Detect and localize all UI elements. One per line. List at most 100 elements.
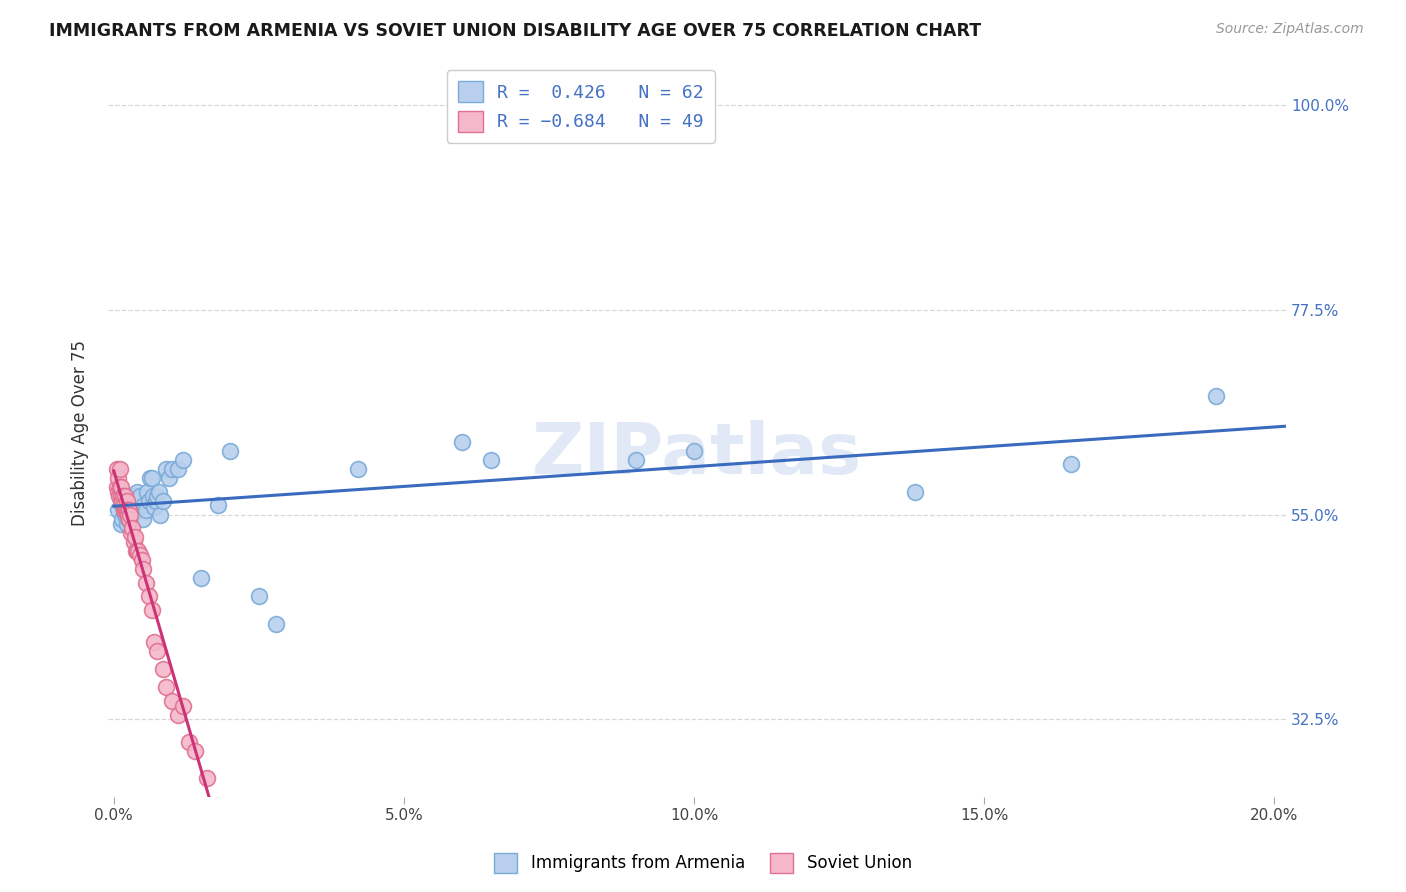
Point — [121, 503, 143, 517]
Point — [129, 489, 152, 503]
Point — [264, 616, 287, 631]
Legend: Immigrants from Armenia, Soviet Union: Immigrants from Armenia, Soviet Union — [488, 847, 918, 880]
Point — [138, 494, 160, 508]
Point — [132, 512, 155, 526]
Point — [184, 744, 207, 758]
Point — [683, 443, 706, 458]
Point — [141, 603, 163, 617]
Point — [108, 462, 131, 476]
Point — [127, 494, 149, 508]
Point — [117, 499, 139, 513]
Point — [903, 484, 925, 499]
Point — [155, 681, 177, 695]
Point — [118, 503, 141, 517]
Point — [247, 590, 270, 604]
Point — [107, 503, 129, 517]
Point — [112, 499, 135, 513]
Point — [117, 503, 139, 517]
Text: IMMIGRANTS FROM ARMENIA VS SOVIET UNION DISABILITY AGE OVER 75 CORRELATION CHART: IMMIGRANTS FROM ARMENIA VS SOVIET UNION … — [49, 22, 981, 40]
Point — [172, 698, 194, 713]
Point — [190, 571, 212, 585]
Point — [149, 508, 172, 522]
Point — [152, 494, 174, 508]
Point — [117, 508, 139, 522]
Point — [142, 489, 165, 503]
Point — [107, 484, 129, 499]
Point — [112, 489, 135, 503]
Point — [105, 462, 128, 476]
Point — [124, 530, 146, 544]
Point — [115, 503, 138, 517]
Point — [135, 575, 157, 590]
Point — [121, 521, 143, 535]
Point — [143, 500, 166, 515]
Point — [112, 503, 135, 517]
Point — [135, 503, 157, 517]
Point — [132, 562, 155, 576]
Point — [139, 471, 162, 485]
Point — [114, 508, 136, 522]
Point — [125, 544, 148, 558]
Point — [114, 489, 136, 503]
Point — [108, 480, 131, 494]
Point — [131, 553, 153, 567]
Point — [136, 484, 159, 499]
Point — [115, 494, 138, 508]
Point — [115, 508, 138, 522]
Point — [148, 484, 170, 499]
Point — [145, 494, 167, 508]
Point — [114, 503, 136, 517]
Point — [118, 508, 141, 522]
Text: Source: ZipAtlas.com: Source: ZipAtlas.com — [1216, 22, 1364, 37]
Point — [1060, 458, 1083, 472]
Point — [117, 512, 139, 526]
Point — [120, 525, 142, 540]
Legend: R =  0.426   N = 62, R = −0.684   N = 49: R = 0.426 N = 62, R = −0.684 N = 49 — [447, 70, 714, 143]
Point — [195, 772, 218, 786]
Point — [146, 644, 169, 658]
Point — [118, 503, 141, 517]
Point — [160, 694, 183, 708]
Point — [132, 499, 155, 513]
Point — [105, 480, 128, 494]
Point — [110, 489, 132, 503]
Point — [112, 499, 135, 513]
Point — [114, 494, 136, 508]
Y-axis label: Disability Age Over 75: Disability Age Over 75 — [72, 340, 89, 525]
Point — [479, 453, 502, 467]
Point — [111, 494, 134, 508]
Point — [624, 453, 647, 467]
Point — [207, 499, 229, 513]
Point — [115, 494, 138, 508]
Point — [125, 484, 148, 499]
Point — [111, 499, 134, 513]
Point — [146, 489, 169, 503]
Point — [129, 549, 152, 563]
Point — [122, 508, 145, 522]
Point — [111, 512, 134, 526]
Point — [166, 707, 188, 722]
Point — [124, 489, 146, 503]
Point — [155, 462, 177, 476]
Point — [141, 471, 163, 485]
Point — [111, 494, 134, 508]
Point — [110, 494, 132, 508]
Point — [207, 798, 229, 813]
Point — [451, 434, 474, 449]
Point — [179, 735, 201, 749]
Point — [120, 512, 142, 526]
Point — [157, 471, 180, 485]
Point — [172, 453, 194, 467]
Point — [218, 443, 240, 458]
Text: ZIPatlas: ZIPatlas — [531, 420, 862, 489]
Point — [107, 471, 129, 485]
Point — [1205, 389, 1227, 403]
Point — [166, 462, 188, 476]
Point — [218, 810, 240, 824]
Point — [125, 544, 148, 558]
Point — [118, 512, 141, 526]
Point — [112, 503, 135, 517]
Point — [122, 489, 145, 503]
Point — [125, 499, 148, 513]
Point — [346, 462, 368, 476]
